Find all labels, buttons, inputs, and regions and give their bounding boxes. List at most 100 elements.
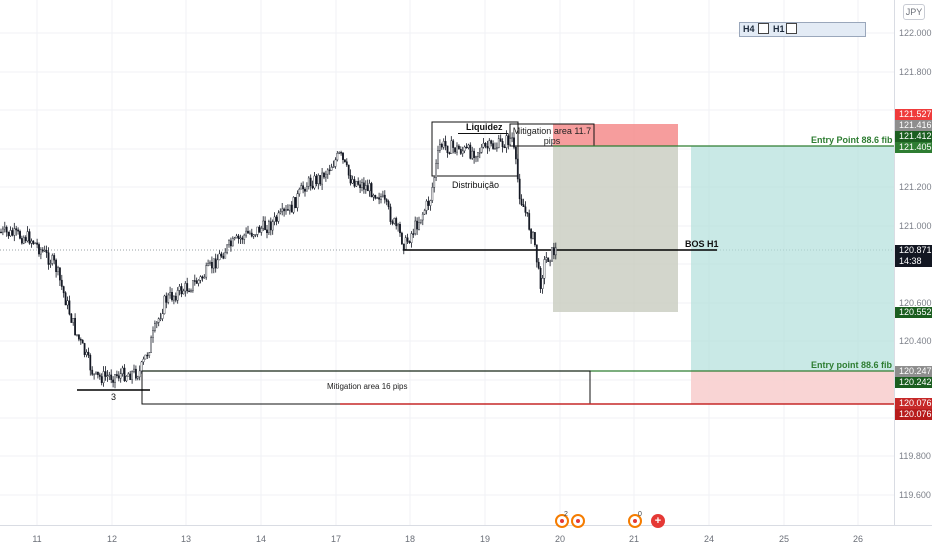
candle-body [281, 208, 284, 212]
candle-body [262, 220, 265, 229]
candle-body [410, 233, 413, 244]
candle-body [307, 177, 310, 187]
candle-body [229, 240, 232, 247]
entry-point-bottom-label[interactable]: Entry point 88.6 fib [811, 360, 893, 370]
timeframe-widget[interactable]: H4 H1 [739, 22, 866, 37]
date-tick: 26 [852, 534, 863, 544]
candle-body [547, 257, 550, 262]
mitigation-bottom-label[interactable]: Mitigation area 16 pips [327, 382, 408, 391]
candle-body [15, 228, 18, 231]
candle-body [277, 212, 280, 222]
candle-body [30, 240, 33, 244]
candle-body [243, 234, 246, 240]
candle-body [5, 226, 8, 233]
candle-body [152, 330, 154, 338]
candle-body [520, 198, 523, 205]
candle-body [311, 185, 314, 189]
candle-body [458, 145, 460, 150]
count-label[interactable]: 3 [111, 392, 117, 402]
candle-body [271, 221, 274, 231]
candle-body [100, 376, 103, 384]
time-axis[interactable] [0, 525, 932, 551]
candle-body [258, 226, 261, 233]
candle-body [121, 367, 124, 374]
candle-body [172, 295, 175, 301]
candle-body [165, 295, 168, 303]
candle-body [366, 185, 369, 192]
date-tick: 21 [628, 534, 639, 544]
candle-body [102, 371, 105, 384]
price-tick: 121.000 [899, 221, 932, 231]
h4-toggle-icon[interactable] [758, 23, 769, 34]
candle-body [361, 182, 363, 189]
candle-body [505, 135, 508, 148]
candle-body [342, 152, 344, 160]
short-target-zone [553, 146, 678, 312]
candle-body [220, 253, 223, 257]
timeframe-h4[interactable]: H4 [743, 24, 755, 34]
add-event-icon[interactable]: + [651, 514, 665, 528]
candle-body [0, 231, 2, 234]
candle-body [530, 229, 533, 239]
candle-body [19, 231, 21, 239]
candle-body [537, 261, 540, 269]
candle-body [40, 249, 42, 255]
h1-toggle-icon[interactable] [786, 23, 797, 34]
candle-body [473, 150, 475, 159]
candle-body [526, 212, 529, 214]
candle-body [38, 244, 40, 255]
candle-body [359, 184, 361, 189]
price-badge: 120.552 [895, 307, 932, 318]
bos-label[interactable]: BOS H1 [685, 239, 719, 249]
price-badge: 120.076 [895, 398, 932, 409]
mitigation-top-label[interactable]: Mitigation area 11.7 pips [512, 126, 592, 146]
economic-event-icon[interactable] [555, 514, 569, 528]
candle-body [210, 262, 213, 269]
candle-body [264, 220, 266, 231]
candle-body [89, 355, 92, 371]
economic-event-icon[interactable] [571, 514, 585, 528]
candle-body [459, 148, 462, 154]
candle-body [207, 263, 209, 266]
candle-body [499, 138, 502, 142]
candle-body [518, 178, 521, 200]
timeframe-h1[interactable]: H1 [773, 24, 785, 34]
candle-body [475, 156, 477, 159]
candle-body [534, 232, 536, 246]
candle-body [269, 221, 272, 231]
candle-body [176, 290, 179, 301]
economic-event-icon[interactable] [628, 514, 642, 528]
candle-body [298, 188, 301, 195]
currency-badge[interactable]: JPY [903, 4, 925, 20]
candle-body [45, 249, 48, 253]
candle-body [161, 313, 164, 319]
candle-body [296, 193, 299, 209]
candle-body [450, 140, 453, 155]
price-badge: 121.416 [895, 120, 932, 131]
candle-body [477, 152, 479, 157]
candle-body [288, 204, 291, 211]
date-tick: 17 [330, 534, 341, 544]
candle-body [275, 216, 278, 222]
candle-body [496, 147, 498, 149]
mitigation-top-line2: pips [543, 136, 561, 146]
candle-body [302, 185, 304, 190]
candle-body [465, 146, 468, 149]
candle-body [247, 230, 249, 234]
candle-body [467, 144, 470, 148]
candle-body [535, 244, 538, 263]
candle-body [497, 138, 500, 148]
event-count: 2 [564, 511, 568, 518]
price-tick: 120.600 [899, 298, 932, 308]
candle-body [254, 234, 257, 236]
entry-point-top-label[interactable]: Entry Point 88.6 fib [811, 135, 893, 145]
price-badge: 121.412 [895, 131, 932, 142]
liquidez-label[interactable]: Liquidez [466, 122, 503, 132]
distribuicao-label[interactable]: Distribuição [452, 180, 500, 190]
candle-body [452, 140, 455, 148]
candle-body [98, 374, 101, 377]
candle-body [516, 158, 519, 180]
candle-body [53, 255, 56, 261]
